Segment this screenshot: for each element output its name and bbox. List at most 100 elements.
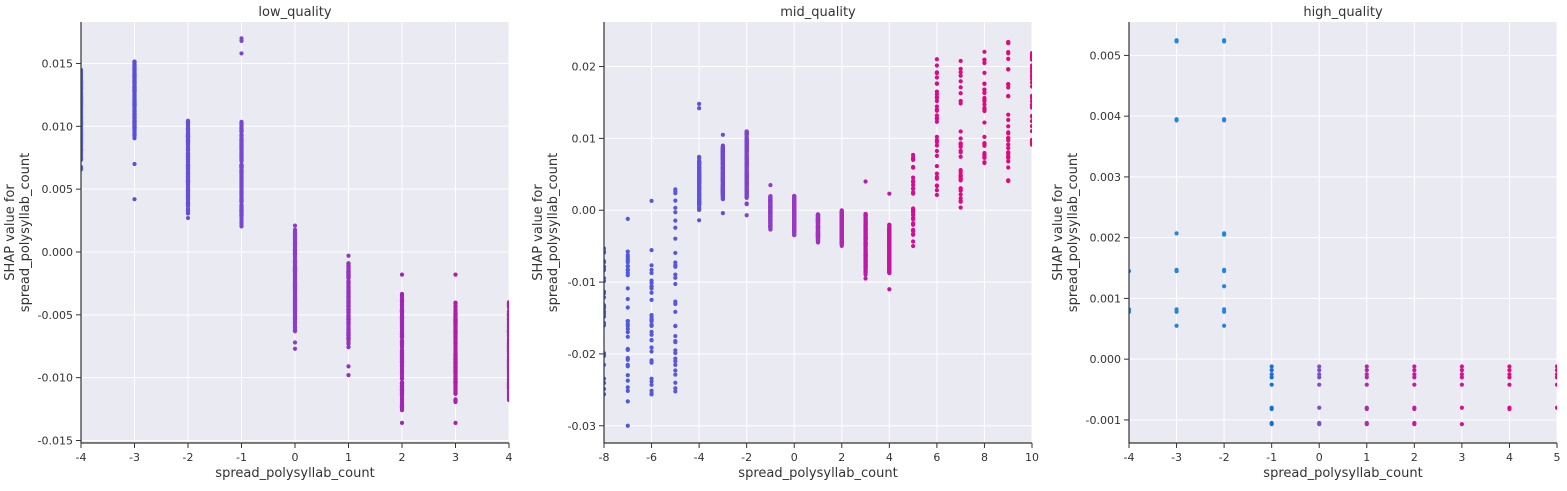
data-point	[399, 272, 405, 277]
data-point	[1222, 268, 1227, 274]
data-point	[839, 232, 844, 238]
x-tick-label: -4	[694, 451, 705, 464]
plot-background	[1129, 22, 1557, 443]
data-point	[185, 171, 191, 176]
data-point	[506, 336, 509, 341]
data-point	[1459, 364, 1464, 369]
data-point	[1507, 406, 1512, 412]
data-point	[399, 382, 405, 387]
y-tick-label: -0.01	[568, 276, 596, 289]
data-point	[132, 102, 137, 107]
data-point	[453, 272, 458, 277]
data-point	[1412, 422, 1417, 427]
y-tick-label: 0.000	[42, 246, 74, 259]
data-point	[1006, 145, 1011, 151]
y-tick-label: 0.01	[572, 132, 597, 145]
data-point	[887, 255, 892, 260]
data-point	[132, 63, 137, 69]
data-point	[934, 71, 939, 76]
y-tick-label: 0.00	[572, 204, 597, 217]
data-point	[911, 228, 916, 233]
data-point	[934, 171, 939, 176]
data-point	[1222, 323, 1227, 328]
data-point	[792, 205, 797, 211]
data-point	[887, 191, 892, 196]
y-axis-label-line1: SHAP value for	[3, 184, 18, 281]
data-point	[185, 129, 191, 134]
data-point	[625, 326, 630, 332]
data-point	[132, 77, 137, 83]
y-axis-label-line2: spread_polysyllab_count	[1066, 153, 1081, 312]
data-point	[1554, 368, 1557, 373]
data-point	[185, 152, 191, 157]
x-tick-label: -2	[741, 451, 752, 464]
panel-mid-quality: -8 -6 -4 -2 0 2 4 6 8 10 -0.03 -0.02 -0.01 0.00 0.01 0.…	[531, 5, 1039, 481]
y-tick-label: -0.015	[38, 434, 73, 447]
x-tick-label: 5	[1554, 451, 1561, 464]
data-point	[744, 189, 749, 194]
data-point	[1507, 375, 1512, 380]
data-point	[673, 386, 678, 391]
data-point	[1507, 364, 1512, 369]
data-point	[1317, 372, 1322, 377]
data-point	[958, 199, 963, 204]
data-point	[1269, 372, 1274, 377]
y-tick-label: 0.004	[1090, 110, 1122, 123]
x-tick-label: 3	[452, 451, 459, 464]
data-point	[744, 130, 749, 135]
data-point	[1029, 50, 1032, 56]
data-point	[887, 264, 892, 269]
data-point	[132, 131, 137, 136]
data-point	[292, 236, 298, 241]
data-point	[697, 106, 702, 111]
data-point	[744, 144, 749, 150]
data-point	[399, 303, 405, 308]
data-point	[292, 329, 298, 334]
data-point	[453, 399, 458, 404]
data-point	[239, 192, 244, 198]
data-point	[958, 129, 963, 134]
data-point	[399, 386, 405, 391]
data-point	[1317, 364, 1322, 369]
data-point	[239, 51, 244, 56]
data-point	[399, 355, 405, 360]
data-point	[673, 380, 678, 385]
data-point	[1412, 368, 1417, 373]
data-point	[292, 277, 298, 282]
x-tick-label: 2	[1411, 451, 1418, 464]
x-tick-label: 2	[838, 451, 845, 464]
x-tick-label: 0	[292, 451, 299, 464]
data-point	[720, 132, 725, 137]
data-point	[132, 109, 137, 114]
data-point	[1269, 375, 1274, 380]
data-point	[1412, 382, 1417, 387]
data-point	[911, 243, 916, 249]
data-point	[815, 215, 821, 220]
data-point	[185, 189, 191, 194]
data-point	[346, 326, 351, 331]
data-point	[625, 273, 630, 278]
data-point	[934, 119, 939, 124]
data-point	[863, 234, 868, 239]
data-point	[399, 339, 405, 344]
data-point	[1006, 117, 1011, 123]
data-point	[1317, 368, 1322, 373]
data-point	[958, 91, 963, 96]
data-point	[453, 380, 458, 385]
data-point	[292, 291, 298, 297]
x-tick-label: -1	[1266, 451, 1277, 464]
data-point	[239, 151, 244, 156]
y-axis-label-line1: SHAP value for	[1051, 184, 1066, 281]
data-point	[720, 161, 725, 166]
data-point	[1006, 112, 1011, 117]
data-point	[1554, 405, 1557, 410]
data-point	[958, 73, 963, 78]
data-point	[399, 420, 405, 425]
data-point	[934, 108, 939, 113]
data-point	[453, 420, 458, 425]
data-point	[934, 75, 939, 80]
data-point	[768, 193, 773, 199]
data-point	[132, 80, 137, 85]
data-point	[863, 243, 868, 248]
